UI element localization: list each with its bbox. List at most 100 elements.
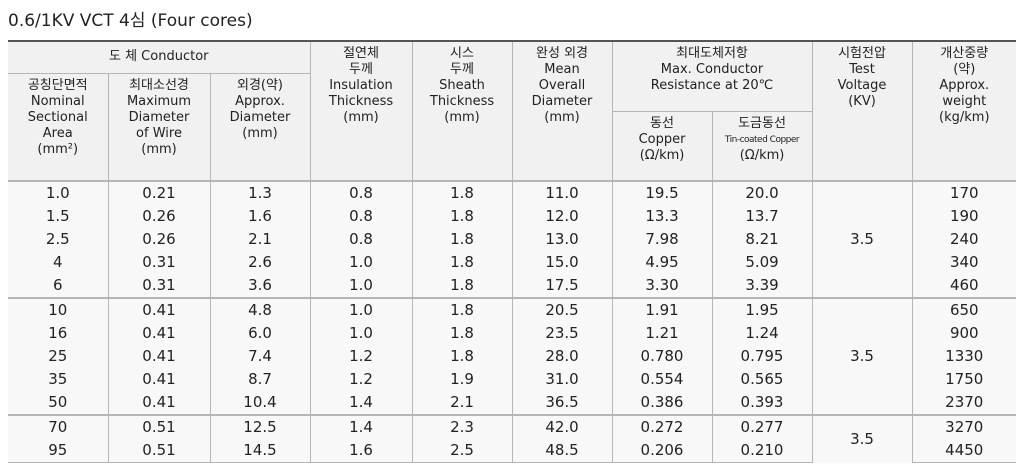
table-cell: 1.6	[209, 205, 311, 228]
table-cell: 1.8	[411, 251, 513, 274]
table-cell: 0.26	[107, 228, 211, 251]
header-content: 도금동선 Tin-coated Copper (Ω/km)	[713, 112, 812, 170]
table-cell: 12.0	[511, 205, 613, 228]
table-cell: 1.0	[309, 322, 413, 345]
table-cell: 650	[911, 297, 1017, 322]
table-cell: 42.0	[511, 414, 613, 439]
table-cell: 28.0	[511, 345, 613, 368]
table-cell: 8.7	[209, 368, 311, 391]
header-line: Max. Conductor	[660, 62, 764, 77]
table-row: 10 0.41 4.8 1.0 1.8 20.5 1.91 1.95 3.5 650	[8, 297, 1017, 415]
table-cell: 95	[8, 439, 109, 463]
table-cell: 0.210	[711, 439, 813, 463]
table-cell: 7.4	[209, 345, 311, 368]
table-cell: 1.8	[411, 345, 513, 368]
header-line: (Ω/km)	[739, 147, 785, 163]
table-cell: 36.5	[511, 391, 613, 415]
header-line: 최대도체저항	[676, 46, 748, 61]
table-cell: 7.98	[611, 228, 713, 251]
header-line: weight	[942, 94, 987, 109]
table-cell: 20.5	[511, 297, 613, 322]
table-row: 16 0.41 6.0 1.0 1.8 23.5 1.21 1.24 900	[8, 322, 1017, 345]
table-row: 2.5 0.26 2.1 0.8 1.8 13.0 7.98 8.21 240	[8, 228, 1017, 251]
table-cell: 4.8	[209, 297, 311, 322]
table-cell: 4	[8, 251, 109, 274]
table-cell: 3.30	[611, 274, 713, 298]
table-cell: 0.206	[611, 439, 713, 463]
table-cell: 0.393	[711, 391, 813, 415]
table-cell: 1.8	[411, 322, 513, 345]
table-cell: 8.21	[711, 228, 813, 251]
header-line: (mm)	[343, 110, 379, 125]
table-cell: 0.795	[711, 345, 813, 368]
header-line: 시험전압	[838, 46, 886, 61]
table-cell: 1.3	[209, 180, 311, 205]
table-cell: 0.41	[107, 368, 211, 391]
header-line: 시스	[450, 46, 474, 61]
table-cell: 2.1	[209, 228, 311, 251]
table-cell: 2.6	[209, 251, 311, 274]
header-cell: 최대도체저항 Max. Conductor Resistance at 20℃	[611, 40, 813, 112]
header-line: Thickness	[328, 94, 394, 109]
header-cell: 공칭단면적 Nominal Sectional Area (mm²)	[8, 73, 109, 182]
header-line: Overall	[538, 78, 586, 93]
table-cell: 0.31	[107, 251, 211, 274]
test-voltage-cell: 3.5	[811, 297, 913, 415]
table-cell: 0.41	[107, 391, 211, 415]
table-cell: 1.0	[8, 180, 109, 205]
table-row: 1.0 0.21 1.3 0.8 1.8 11.0 19.5 20.0 3.5 170	[8, 180, 1017, 298]
table-cell: 0.41	[107, 322, 211, 345]
table-cell: 0.277	[711, 414, 813, 439]
table-cell: 2.1	[411, 391, 513, 415]
header-line: Approx.	[939, 78, 990, 93]
table-cell: 0.51	[107, 439, 211, 463]
header-line: Diameter	[531, 94, 593, 109]
table-cell: 1.2	[309, 368, 413, 391]
table-cell: 19.5	[611, 180, 713, 205]
header-line: (Ω/km)	[639, 147, 685, 163]
header-line: 공칭단면적	[27, 77, 88, 93]
header-line: Insulation	[329, 78, 393, 93]
table-cell: 6	[8, 274, 109, 298]
table-cell: 1.6	[309, 439, 413, 463]
table-body: 1.0 0.21 1.3 0.8 1.8 11.0 19.5 20.0 3.5 170 1.5 0.2…	[8, 180, 1017, 463]
table-cell: 17.5	[511, 274, 613, 298]
table-cell: 2.3	[411, 414, 513, 439]
table-cell: 1.5	[8, 205, 109, 228]
table-cell: 12.5	[209, 414, 311, 439]
header-cell: 시스 두께 Sheath Thickness (mm)	[411, 40, 513, 182]
table-cell: 460	[911, 274, 1017, 298]
test-voltage-cell: 3.5	[811, 180, 913, 298]
table-cell: 1.8	[411, 205, 513, 228]
test-voltage-cell: 3.5	[811, 414, 913, 463]
spec-table: 도 체 Conductor 절연체 두께 Insulation Thickness (mm…	[8, 40, 1017, 463]
table-cell: 0.554	[611, 368, 713, 391]
table-cell: 23.5	[511, 322, 613, 345]
table-cell: 0.21	[107, 180, 211, 205]
table-row: 6 0.31 3.6 1.0 1.8 17.5 3.30 3.39 460	[8, 274, 1017, 298]
header-line: Approx.	[235, 93, 285, 109]
table-cell: 13.7	[711, 205, 813, 228]
table-cell: 1.0	[309, 274, 413, 298]
table-cell: 0.8	[309, 205, 413, 228]
table-row: 70 0.51 12.5 1.4 2.3 42.0 0.272 0.277 3.5 3270	[8, 414, 1017, 463]
header-line: Nominal	[30, 93, 85, 109]
table-cell: 1.8	[411, 274, 513, 298]
header-content: 동선 Copper (Ω/km)	[613, 112, 712, 170]
table-cell: 0.8	[309, 180, 413, 205]
table-cell: 1750	[911, 368, 1017, 391]
table-cell: 35	[8, 368, 109, 391]
header-line: Mean	[544, 62, 580, 77]
header-line: (약)	[953, 62, 976, 77]
table-cell: 2.5	[411, 439, 513, 463]
table-cell: 20.0	[711, 180, 813, 205]
table-cell: 190	[911, 205, 1017, 228]
table-cell: 0.565	[711, 368, 813, 391]
table-cell: 10.4	[209, 391, 311, 415]
table-cell: 48.5	[511, 439, 613, 463]
header-content: 완성 외경 Mean Overall Diameter (mm)	[513, 42, 612, 132]
header-line: 동선	[650, 115, 674, 131]
table-cell: 15.0	[511, 251, 613, 274]
header-line: Tin-coated Copper	[724, 134, 800, 145]
table-cell: 1330	[911, 345, 1017, 368]
